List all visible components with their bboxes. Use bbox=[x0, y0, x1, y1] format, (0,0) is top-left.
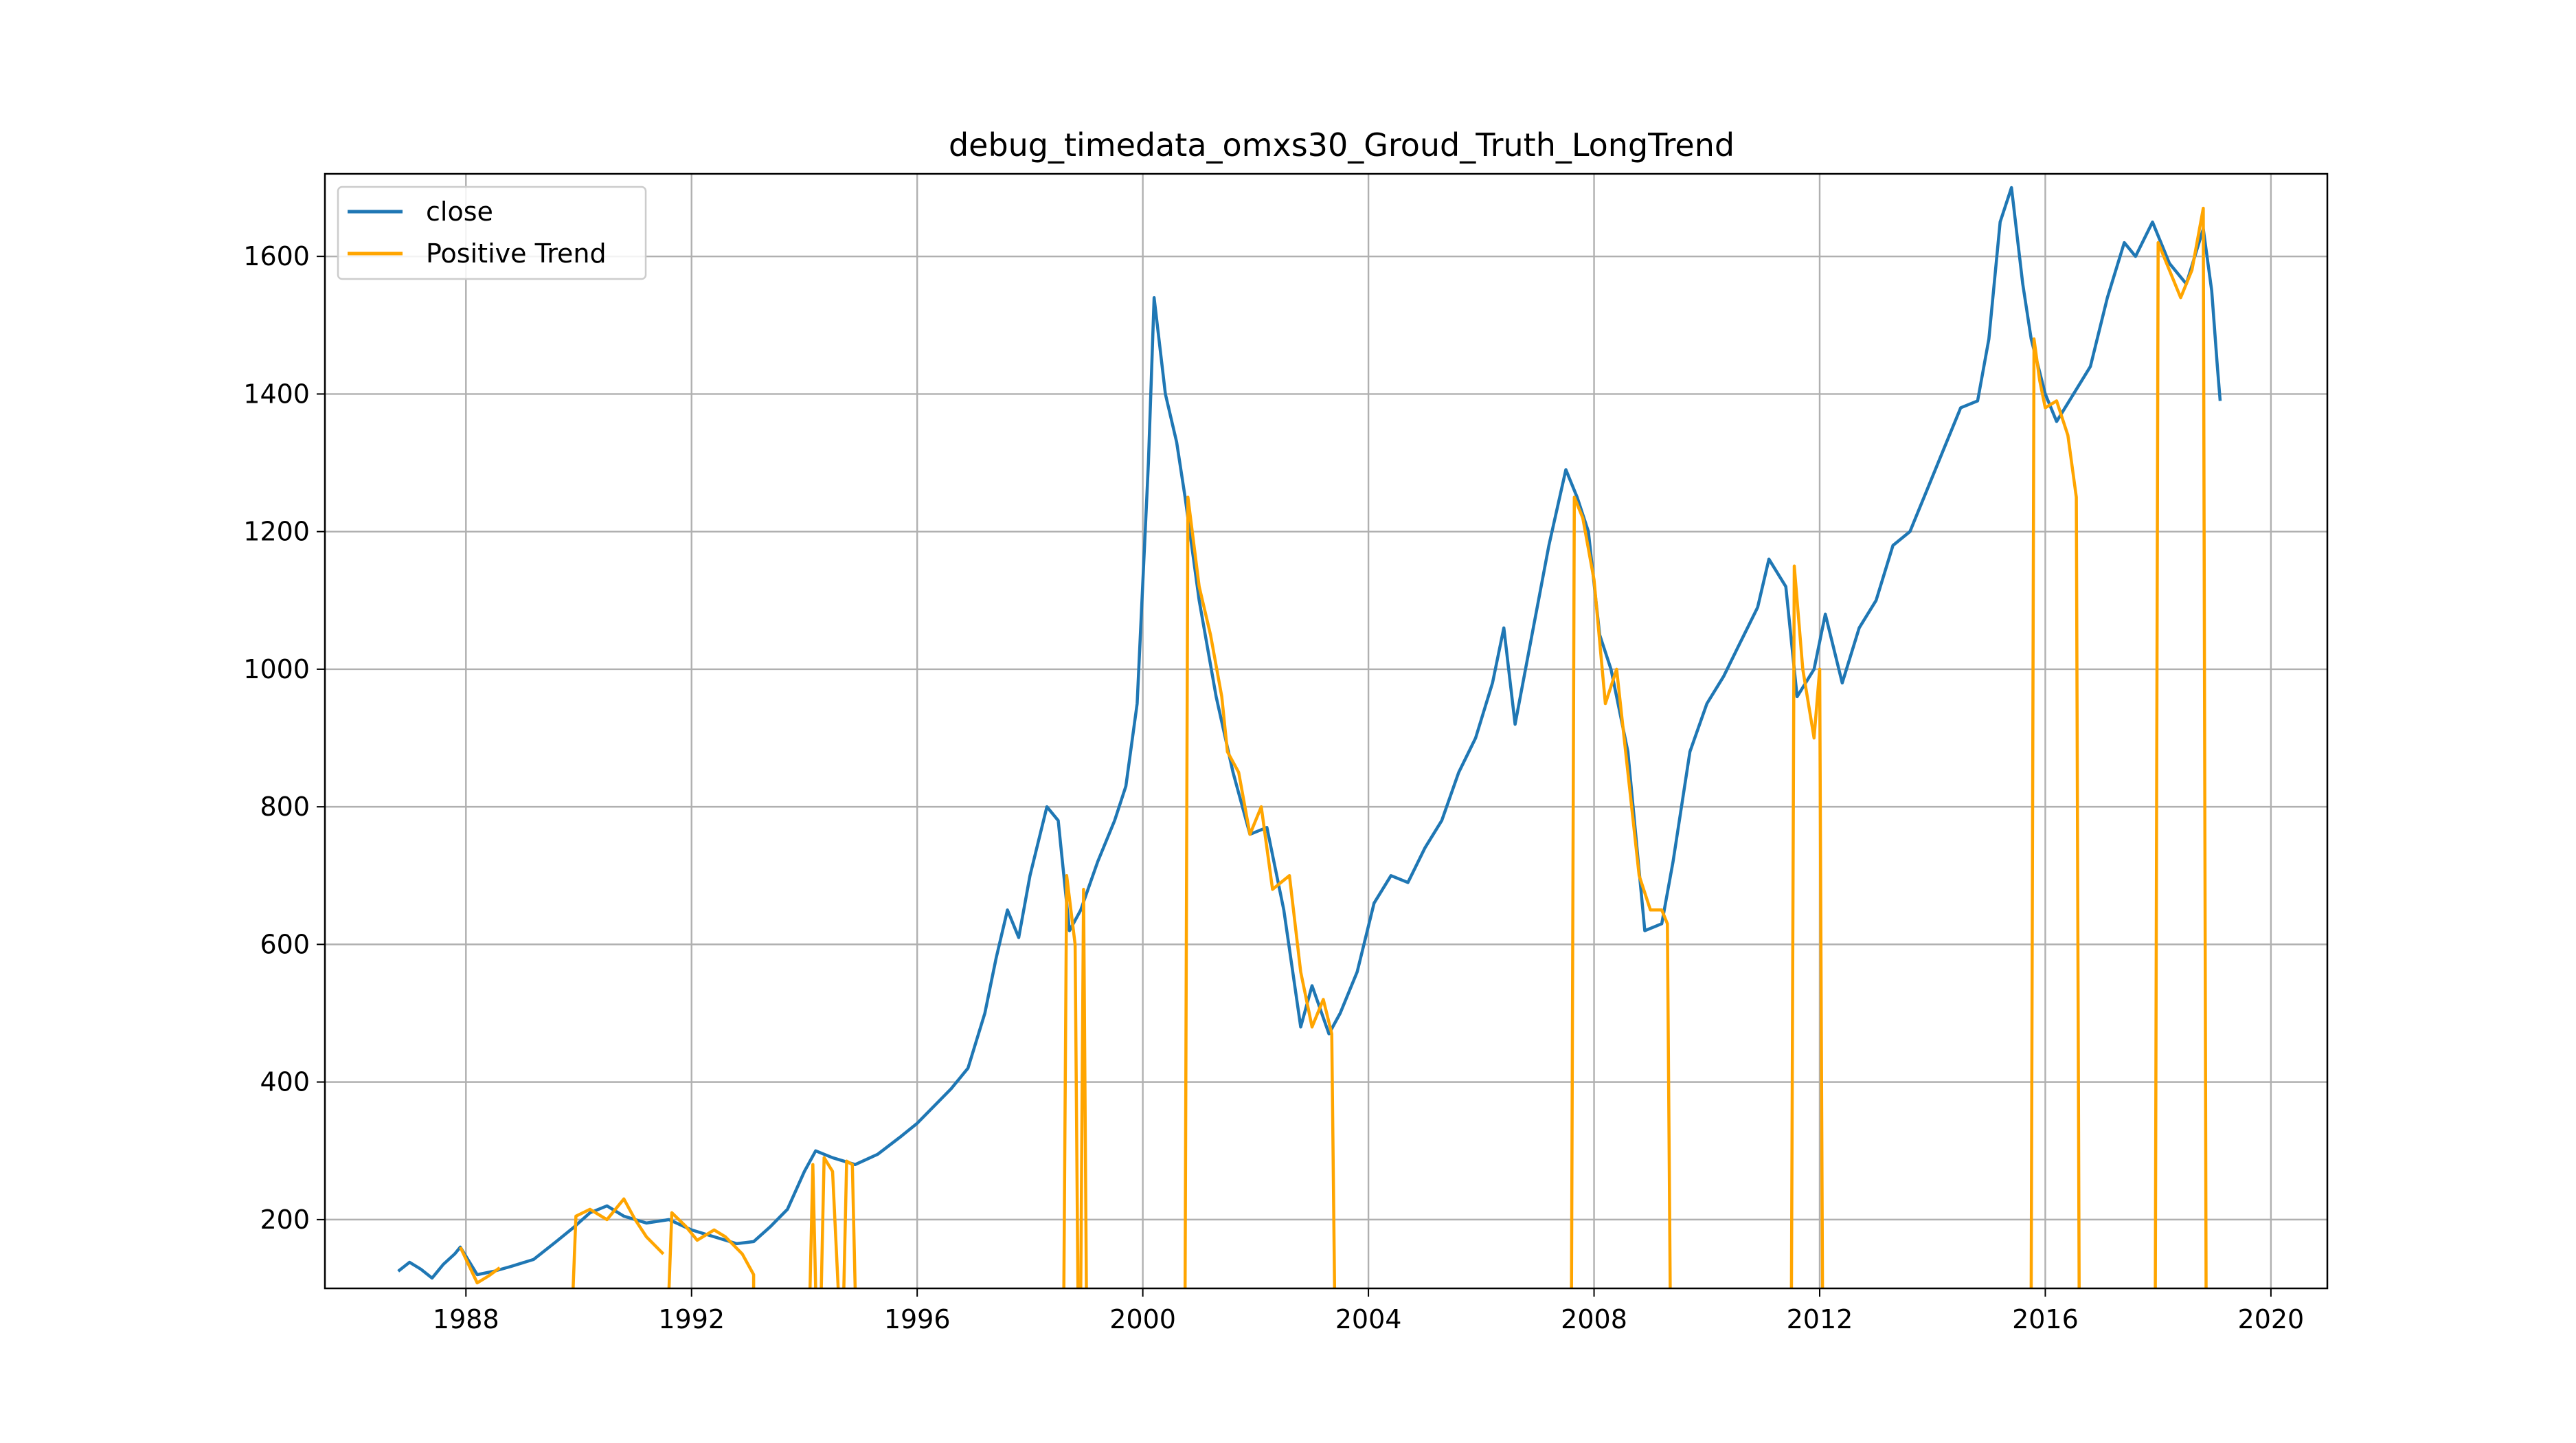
series-segment-positive-trend bbox=[1062, 874, 1080, 1289]
x-tick-label: 2020 bbox=[2238, 1304, 2305, 1334]
y-tick-label: 1200 bbox=[243, 517, 310, 547]
y-tick-label: 600 bbox=[260, 929, 310, 959]
chart-title: debug_timedata_omxs30_Groud_Truth_LongTr… bbox=[949, 126, 1735, 164]
series-segment-positive-trend bbox=[572, 1197, 665, 1289]
series-segment-positive-trend bbox=[808, 1163, 817, 1289]
y-tick-label: 200 bbox=[260, 1205, 310, 1235]
series-segment-positive-trend bbox=[1183, 495, 1337, 1289]
series-segment-positive-trend bbox=[842, 1159, 857, 1289]
x-tick-label: 1992 bbox=[658, 1304, 725, 1334]
y-tick-label: 800 bbox=[260, 792, 310, 822]
x-tick-label: 2016 bbox=[2012, 1304, 2079, 1334]
y-tick-label: 1400 bbox=[243, 379, 310, 409]
x-tick-label: 1988 bbox=[433, 1304, 499, 1334]
series-segment-positive-trend bbox=[2029, 337, 2081, 1289]
x-tick-label: 1996 bbox=[884, 1304, 951, 1334]
series-segment-positive-trend bbox=[2154, 206, 2208, 1289]
y-axis-ticks: 200 400 600 800 1000 1200 1400 1600 bbox=[243, 241, 325, 1235]
x-tick-label: 2008 bbox=[1561, 1304, 1627, 1334]
y-tick-label: 1000 bbox=[243, 654, 310, 684]
x-tick-label: 2000 bbox=[1109, 1304, 1176, 1334]
x-tick-label: 2004 bbox=[1335, 1304, 1402, 1334]
legend-label: Positive Trend bbox=[426, 238, 607, 269]
legend-box bbox=[337, 186, 647, 280]
series-segment-positive-trend bbox=[1570, 495, 1672, 1289]
series-segment-positive-trend bbox=[820, 1156, 840, 1289]
series-segment-positive-trend bbox=[1079, 888, 1088, 1289]
grid-lines bbox=[325, 174, 2327, 1288]
series-segment-positive-trend bbox=[667, 1211, 756, 1289]
y-tick-label: 400 bbox=[260, 1067, 310, 1097]
legend-label: close bbox=[426, 197, 493, 227]
series-layer bbox=[397, 186, 2222, 1289]
x-tick-label: 2012 bbox=[1787, 1304, 1853, 1334]
x-axis-ticks: 1988 1992 1996 2000 2004 2008 2012 2016 2020 bbox=[433, 1288, 2304, 1334]
series-line-close bbox=[397, 186, 2222, 1280]
series-segment-positive-trend bbox=[1789, 564, 1824, 1289]
plot-area-frame bbox=[324, 172, 2329, 1290]
series-segment-positive-trend bbox=[459, 1246, 501, 1285]
legend: close Positive Trend bbox=[337, 186, 647, 280]
y-tick-label: 1600 bbox=[243, 241, 310, 271]
